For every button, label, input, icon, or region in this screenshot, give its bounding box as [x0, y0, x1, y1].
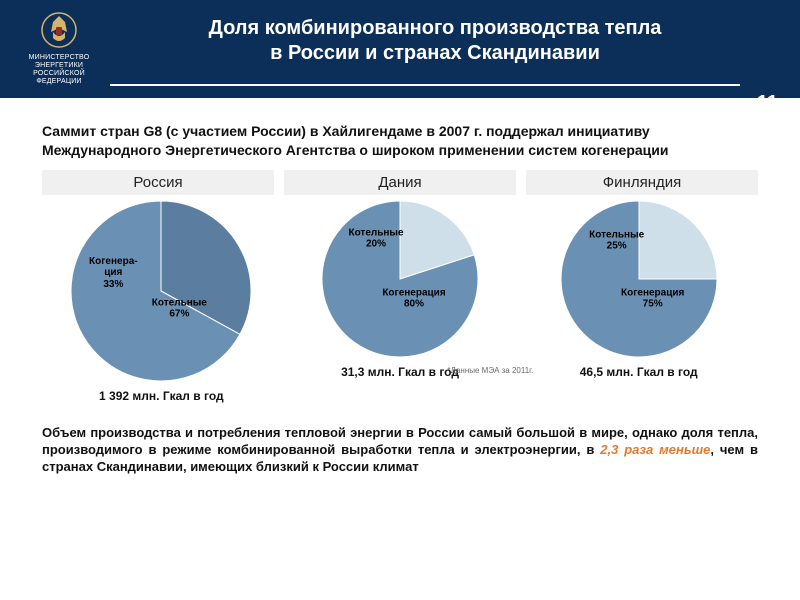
title-underline	[110, 84, 740, 86]
content-area: Саммит стран G8 (с участием России) в Ха…	[0, 98, 800, 475]
header-bar: МИНИСТЕРСТВО ЭНЕРГЕТИКИ РОССИЙСКОЙ ФЕДЕР…	[0, 0, 800, 98]
ministry-line2: РОССИЙСКОЙ ФЕДЕРАЦИИ	[14, 70, 104, 86]
footnote-highlight: 2,3 раза меньше	[600, 442, 710, 457]
charts-row: Когенера- ция 33% Котельные 67% 1 392 млн…	[42, 201, 758, 403]
pie-russia: Когенера- ция 33% Котельные 67%	[71, 201, 251, 381]
footnote: Объем производства и потребления теплово…	[42, 425, 758, 476]
pie-slice-label: Когенера- ция 33%	[89, 256, 138, 291]
coat-of-arms-icon	[39, 10, 79, 50]
page-number: 11	[757, 92, 778, 115]
column-headers: Россия Дания Финляндия	[42, 170, 758, 195]
caption-denmark: 31,3 млн. Гкал в год	[341, 365, 459, 379]
pie-slice-label: Котельные 25%	[589, 229, 644, 252]
ministry-line1: МИНИСТЕРСТВО ЭНЕРГЕТИКИ	[14, 54, 104, 70]
caption-russia: 1 392 млн. Гкал в год	[99, 389, 224, 403]
title-line1: Доля комбинированного производства тепла	[104, 16, 766, 41]
chart-denmark: Котельные 20% Когенерация 80% 31,3 млн. Г…	[281, 201, 520, 403]
pie-slice-label: Котельные 67%	[152, 297, 207, 320]
chart-russia: Когенера- ция 33% Котельные 67% 1 392 млн…	[42, 201, 281, 403]
col-head-finland: Финляндия	[526, 170, 758, 195]
pie-slice-label: Когенерация 75%	[621, 287, 684, 310]
title-line2: в России и странах Скандинавии	[104, 41, 766, 66]
subtitle-text: Саммит стран G8 (с участием России) в Ха…	[42, 122, 758, 160]
page-title: Доля комбинированного производства тепла…	[104, 10, 786, 66]
col-head-russia: Россия	[42, 170, 274, 195]
pie-denmark: Котельные 20% Когенерация 80%	[322, 201, 478, 357]
pie-slice-label: Когенерация 80%	[382, 287, 445, 310]
caption-finland: 46,5 млн. Гкал в год	[580, 365, 698, 379]
pie-slice-label: Котельные 20%	[348, 227, 403, 250]
pie-finland: Котельные 25% Когенерация 75%	[561, 201, 717, 357]
chart-finland: Котельные 25% Когенерация 75% 46,5 млн. Г…	[519, 201, 758, 403]
col-head-denmark: Дания	[284, 170, 516, 195]
ministry-block: МИНИСТЕРСТВО ЭНЕРГЕТИКИ РОССИЙСКОЙ ФЕДЕР…	[14, 10, 104, 86]
